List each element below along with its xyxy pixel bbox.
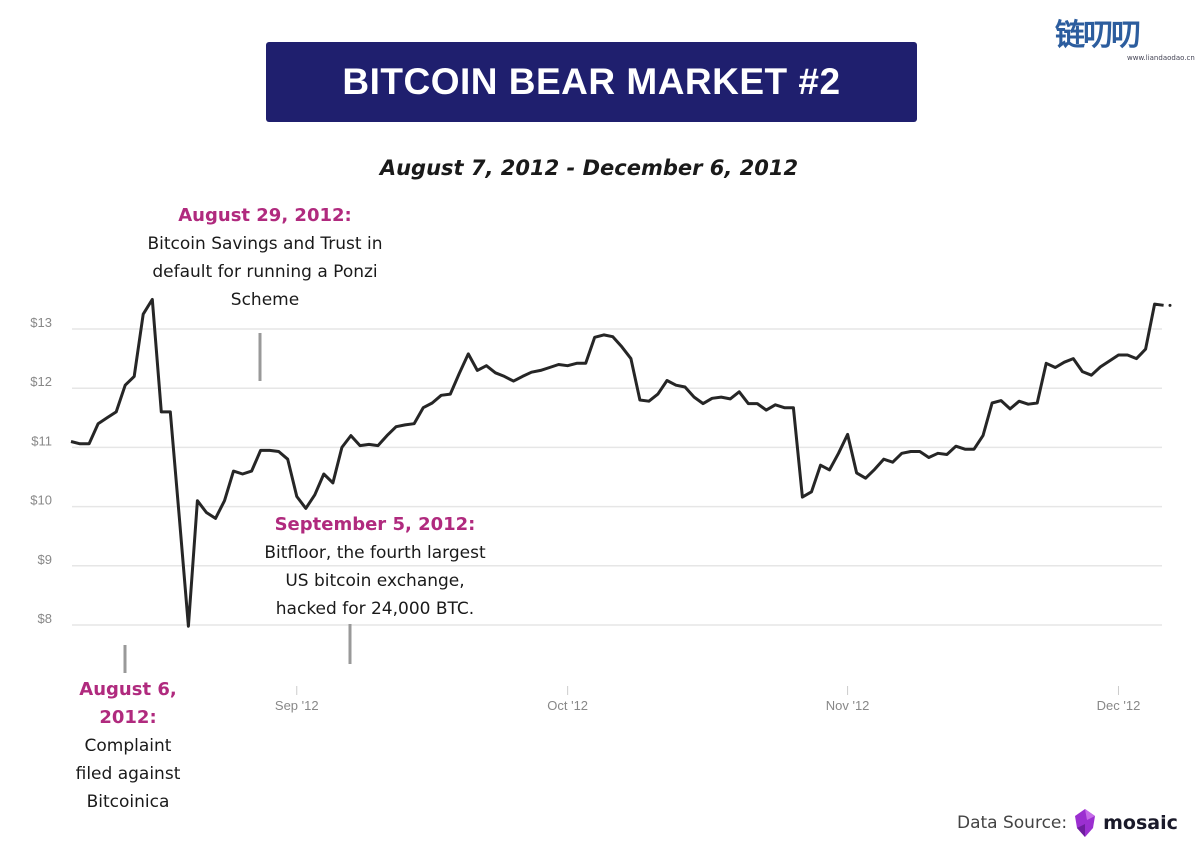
price-line — [70, 297, 1164, 628]
annotation-sep5: September 5, 2012: Bitfloor, the fourth … — [230, 511, 520, 623]
annotation-line: Bitcoin Savings and Trust in — [147, 234, 383, 254]
annotation-date: August 29, 2012: — [178, 205, 352, 226]
annotation-date: September 5, 2012: — [274, 514, 476, 535]
annotation-line: filed against — [75, 764, 181, 784]
annotation-line: Bitfloor, the fourth largest — [264, 543, 486, 563]
grid-lines — [72, 328, 1162, 626]
annotation-date: 2012: — [99, 707, 157, 728]
title-banner: BITCOIN BEAR MARKET #2 — [266, 42, 917, 122]
chart-subtitle: August 7, 2012 - December 6, 2012 — [379, 156, 799, 180]
annotation-markers — [123, 333, 352, 673]
annotation-line: default for running a Ponzi — [152, 262, 378, 282]
y-tick-label: $10 — [30, 493, 52, 508]
annotation-date: August 6, — [79, 679, 177, 700]
y-axis-ticks: $8 $9 $10 $11 $12 $13 — [30, 315, 52, 626]
x-tick-label: Oct '12 — [547, 698, 588, 713]
x-tick-label: Sep '12 — [275, 698, 319, 713]
annotation-line: Scheme — [230, 290, 300, 310]
x-tick-label: Nov '12 — [826, 698, 870, 713]
chart-title: BITCOIN BEAR MARKET #2 — [342, 61, 841, 102]
y-tick-label: $9 — [38, 552, 52, 567]
x-tick-label: Dec '12 — [1097, 698, 1141, 713]
y-tick-label: $11 — [31, 433, 52, 448]
annotation-line: hacked for 24,000 BTC. — [275, 599, 475, 619]
y-tick-label: $13 — [30, 315, 52, 330]
watermark-logo: 链叨叨 www.liandaodao.cn — [1055, 18, 1195, 65]
annotation-line: Bitcoinica — [86, 792, 170, 812]
annotation-line: US bitcoin exchange, — [285, 571, 465, 591]
data-source-label: Data Source: — [957, 813, 1068, 833]
data-source-brand: mosaic — [1103, 812, 1178, 834]
watermark-logo-text: 链叨叨 — [1055, 18, 1141, 53]
annotation-aug29: August 29, 2012: Bitcoin Savings and Tru… — [120, 202, 410, 314]
annotation-aug6: August 6, 2012: Complaint filed against … — [48, 676, 208, 816]
watermark-logo-url: www.liandaodao.cn — [1127, 54, 1195, 62]
x-axis-ticks: Sep '12 Oct '12 Nov '12 Dec '12 — [275, 686, 1140, 713]
annotation-line: Complaint — [84, 736, 172, 756]
y-tick-label: $8 — [38, 611, 52, 626]
y-tick-label: $12 — [30, 374, 52, 389]
data-source: Data Source: mosaic — [957, 808, 1178, 838]
mosaic-gem-icon — [1075, 809, 1096, 837]
end-dot — [1168, 303, 1172, 307]
